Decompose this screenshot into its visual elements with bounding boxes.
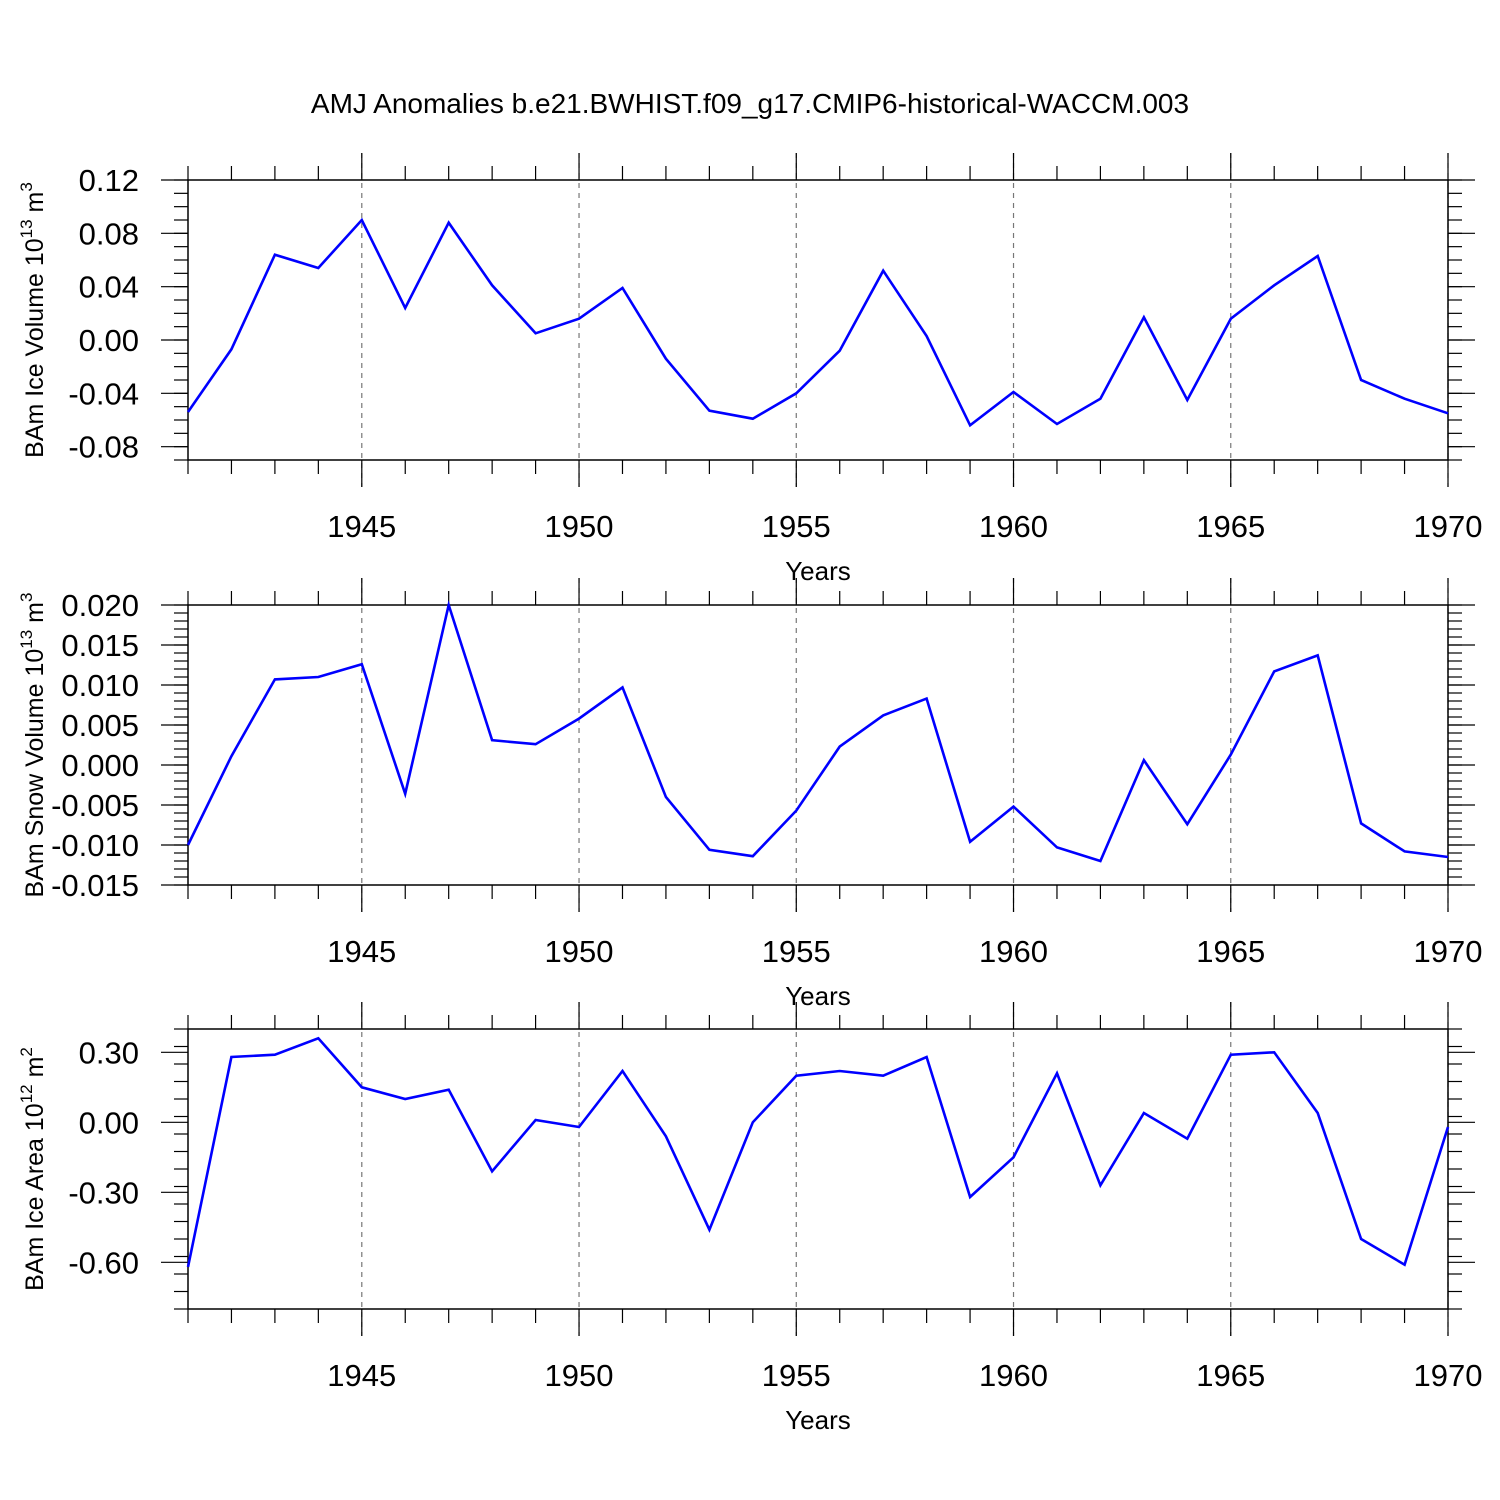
y-label-unit-exponent: 3 [17, 182, 36, 191]
y-label-unit-exponent: 2 [17, 1047, 36, 1056]
y-tick-label: -0.08 [68, 430, 139, 465]
x-tick-label: 1970 [1414, 509, 1483, 544]
y-axis-label: BAm Snow Volume 1013 m3 [17, 593, 49, 898]
y-tick-label: 0.00 [79, 323, 139, 358]
x-tick-label: 1955 [762, 509, 831, 544]
series-line [186, 600, 1449, 863]
x-tick-label: 1955 [762, 934, 831, 969]
x-tick-label: 1945 [327, 509, 396, 544]
y-tick-label: -0.015 [51, 868, 139, 903]
y-tick-label: -0.30 [68, 1175, 139, 1210]
plot-frame [187, 604, 1449, 886]
y-label-text: BAm Ice Volume 10 [21, 238, 49, 458]
y-tick-label: -0.04 [68, 376, 139, 411]
series-line [186, 1036, 1450, 1268]
y-label-unit: m [21, 192, 49, 220]
figure-title: AMJ Anomalies b.e21.BWHIST.f09_g17.CMIP6… [310, 88, 1190, 119]
y-tick-label: -0.010 [51, 828, 139, 863]
x-tick-label: 1970 [1414, 934, 1483, 969]
y-tick-label: 0.005 [61, 708, 139, 743]
x-tick-label: 1950 [545, 509, 614, 544]
chart-panel-2: -0.015 -0.010 -0.005 0.000 0.005 0.010 0.015 0.… [17, 578, 1482, 1011]
x-axis-label: Years [785, 1405, 851, 1435]
y-tick-label: 0.00 [79, 1105, 139, 1140]
plot-frame [187, 1028, 1449, 1310]
x-tick-label: 1965 [1196, 1358, 1265, 1393]
plot-frame [187, 179, 1449, 461]
y-tick-label: 0.020 [61, 588, 139, 623]
y-label-exponent: 13 [17, 219, 36, 238]
x-tick-label: 1970 [1414, 1358, 1483, 1393]
y-label-exponent: 13 [17, 630, 36, 649]
chart-panel-1: -0.08 -0.04 0.00 0.04 0.08 0.12 1945 1950 1955 19… [17, 153, 1482, 586]
y-tick-label: 0.12 [79, 163, 139, 198]
x-tick-label: 1965 [1196, 934, 1265, 969]
x-tick-label: 1960 [979, 934, 1048, 969]
y-tick-label: 0.010 [61, 668, 139, 703]
x-axis-label: Years [785, 981, 851, 1011]
x-axis-label: Years [785, 556, 851, 586]
y-tick-label: -0.60 [68, 1245, 139, 1280]
x-tick-label: 1960 [979, 1358, 1048, 1393]
y-tick-label: 0.04 [79, 270, 139, 305]
y-tick-label: 0.000 [61, 748, 139, 783]
x-tick-label: 1955 [762, 1358, 831, 1393]
x-tick-label: 1945 [327, 1358, 396, 1393]
y-axis-label: BAm Ice Area 1012 m2 [17, 1047, 49, 1291]
x-tick-label: 1950 [545, 934, 614, 969]
y-tick-label: 0.30 [79, 1035, 139, 1070]
x-tick-label: 1945 [327, 934, 396, 969]
y-label-text: BAm Snow Volume 10 [21, 649, 49, 898]
y-label-unit: m [21, 602, 49, 630]
y-tick-label: 0.08 [79, 216, 139, 251]
x-tick-label: 1960 [979, 509, 1048, 544]
y-axis-label: BAm Ice Volume 1013 m3 [17, 182, 49, 458]
x-tick-label: 1950 [545, 1358, 614, 1393]
x-tick-label: 1965 [1196, 509, 1265, 544]
y-label-text: BAm Ice Area 10 [21, 1103, 49, 1291]
y-tick-label: -0.005 [51, 788, 139, 823]
y-label-exponent: 12 [17, 1084, 36, 1103]
y-label-unit: m [21, 1057, 49, 1085]
y-tick-label: 0.015 [61, 628, 139, 663]
series-line [186, 217, 1449, 428]
chart-panel-3: -0.60 -0.30 0.00 0.30 1945 1950 1955 1960 1965 19… [17, 1002, 1482, 1435]
y-label-unit-exponent: 3 [17, 593, 36, 602]
